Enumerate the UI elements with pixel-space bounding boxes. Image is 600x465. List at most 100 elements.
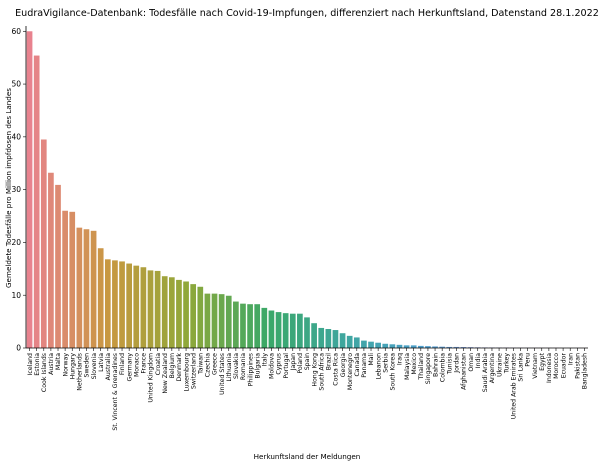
bar-denmark [176,279,182,348]
bar-brazil [325,329,332,348]
x-tick-label: Colombia [439,353,446,382]
x-tick-label: Spain [304,353,311,370]
y-tick-label: 50 [11,80,21,89]
bar-afghanistan [460,347,467,348]
x-tick-label: Peru [525,353,532,367]
bar-bahrain [432,346,438,348]
x-tick-label: Indonesia [546,353,553,383]
bar-tunisia [446,346,453,348]
x-tick-label: India [475,353,482,368]
bar-czechia [204,293,211,348]
x-tick-label: Jordan [454,353,461,374]
bar-st-vincent-grenadines [112,260,118,348]
x-tick-label: New Zealand [162,353,169,394]
x-tick-label: Afghanistan [461,353,468,390]
x-tick-label: Cook Islands [41,353,48,392]
x-tick-label: Panama [361,353,368,378]
x-tick-label: Bulgaria [254,353,261,379]
bar-georgia [339,333,346,348]
bar-iraq [396,344,403,348]
x-tick-label: Pakistan [575,353,582,379]
bar-bulgaria [254,304,261,348]
x-tick-label: Poland [297,353,304,374]
bar-moldova [268,310,275,348]
x-tick-label: Bangladesh [582,353,589,389]
x-tick-label: Slovakia [233,353,240,379]
bar-italy [261,307,268,348]
x-tick-label: Slovenia [91,353,98,380]
bar-lebanon [375,342,381,348]
bar-panama [361,340,367,348]
x-tick-label: Malta [55,353,62,370]
bar-switzerland [190,284,197,348]
x-tick-label: Morocco [553,353,560,379]
bar-costa-rica [332,330,339,348]
x-tick-label: Brazil [326,353,333,371]
y-tick-label: 0 [16,344,21,353]
chart-title: EudraVigilance-Datenbank: Todesfälle nac… [15,8,599,19]
x-tick-label: Thailand [418,353,425,381]
x-tick-label: Iran [567,353,574,365]
bar-poland [297,313,303,348]
x-tick-label: Czechia [205,353,212,377]
bar-austria [48,172,54,348]
bar-spain [304,317,310,348]
x-tick-label: Japan [290,353,297,371]
x-axis: Iceland Estonia Cook Islands Austria Malta No… [27,348,589,431]
bar-sweden [83,229,90,348]
bar-hungary [69,211,76,348]
x-tick-label: Portugal [283,353,290,379]
bar-serbia [382,343,389,348]
x-tick-label: Iceland [27,353,34,375]
axes-frame [25,26,588,349]
bar-slovakia [233,301,239,348]
x-tick-label: Netherlands [77,353,84,391]
x-tick-label: Finland [119,353,126,375]
bar-slovenia [90,230,97,348]
bar-australia [104,259,111,348]
bar-philippines [247,304,253,348]
bar-greece [211,293,218,348]
x-tick-label: Iraq [397,353,404,365]
x-tick-label: South Africa [318,353,325,391]
bar-mexico [410,345,417,348]
x-tick-label: Serbia [382,353,389,373]
x-tick-label: Estonia [34,353,41,376]
bar-malaysia [403,345,410,348]
x-tick-label: Croatia [155,353,162,375]
y-tick-label: 40 [11,132,21,141]
x-tick-label: United Kingdom [148,353,155,403]
bars-group [26,31,588,349]
bar-thailand [417,345,424,348]
x-tick-label: France [141,353,148,374]
x-tick-label: Lithuania [226,353,233,382]
y-tick-label: 30 [11,185,21,194]
bar-germany [126,263,132,348]
x-tick-label: Egypt [539,352,546,370]
x-tick-label: Moldova [269,353,276,379]
bar-cook-islands [40,139,47,348]
bar-croatia [154,270,161,348]
bar-japan [289,313,296,348]
bar-netherlands [76,227,83,348]
bar-south-africa [318,327,325,348]
bar-hong-kong [311,323,317,348]
x-tick-label: Malaysia [404,353,411,380]
x-tick-label: Lebanon [375,353,382,380]
y-tick-label: 60 [11,27,21,36]
x-tick-label: Mexico [411,353,418,375]
x-tick-label: Argentina [489,353,496,383]
x-tick-label: Cyprus [276,353,283,375]
x-tick-label: Philippines [247,353,254,386]
x-tick-label: Monaco [133,353,140,377]
x-tick-label: Saudi Arabia [482,353,489,392]
x-tick-label: Norway [62,353,69,377]
bar-montenegro [346,335,353,348]
x-axis-label: Herkunftsland der Meldungen [254,452,361,461]
x-tick-label: Taiwan [197,353,204,375]
x-tick-label: Mali [368,353,375,366]
x-tick-label: Ecuador [560,353,567,379]
bar-lithuania [225,295,232,348]
bar-monaco [133,265,140,348]
